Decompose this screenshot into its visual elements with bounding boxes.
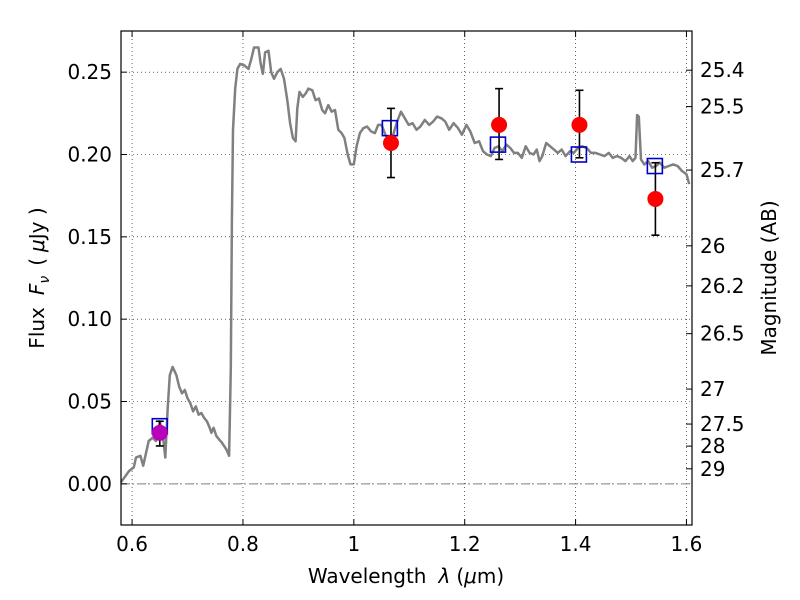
model-photometry-square bbox=[489, 136, 507, 153]
y-tick-label: 0.20 bbox=[67, 143, 112, 167]
observed-photometry-point bbox=[491, 116, 508, 133]
magnitude-tick-label: 25.7 bbox=[700, 158, 745, 182]
y-tick-label: 0.10 bbox=[67, 307, 112, 331]
magnitude-tick-label: 26.5 bbox=[700, 322, 745, 346]
magnitude-axis-label: Magnitude (AB) bbox=[757, 200, 781, 355]
model-photometry-square bbox=[570, 146, 588, 163]
observed-photometry-points bbox=[151, 116, 664, 441]
magnitude-tick-label: 25.5 bbox=[700, 95, 745, 119]
x-tick-label: 0.6 bbox=[116, 532, 148, 556]
observed-photometry-point bbox=[151, 424, 168, 441]
y-tick-label: 0.00 bbox=[67, 472, 112, 496]
magnitude-tick-label: 29 bbox=[700, 457, 725, 481]
x-tick-label: 1.4 bbox=[560, 532, 592, 556]
y-tick-label: 0.25 bbox=[67, 60, 112, 84]
x-axis-ticks: 0.6 0.8 1 1.2 1.4 1.6 bbox=[116, 31, 702, 556]
magnitude-tick-label: 27.5 bbox=[700, 412, 745, 436]
model-photometry-square bbox=[646, 157, 664, 175]
x-tick-label: 1 bbox=[347, 532, 360, 556]
x-tick-label: 1.6 bbox=[671, 532, 703, 556]
y-axis-ticks: 0.00 0.05 0.10 0.15 0.20 0.25 bbox=[67, 60, 127, 496]
y-tick-label: 0.05 bbox=[67, 390, 112, 414]
x-tick-label: 0.8 bbox=[227, 532, 259, 556]
magnitude-tick-label: 28 bbox=[700, 434, 725, 458]
y-axis-label: FluxFν(μJy ) bbox=[25, 207, 53, 348]
plot-area bbox=[121, 31, 692, 525]
magnitude-tick-label: 27 bbox=[700, 377, 725, 401]
magnitude-tick-label: 26 bbox=[700, 234, 725, 258]
observed-photometry-point bbox=[571, 116, 588, 133]
y-tick-label: 0.15 bbox=[67, 225, 112, 249]
magnitude-tick-label: 25.4 bbox=[700, 58, 745, 82]
observed-photometry-point bbox=[647, 190, 664, 207]
x-tick-label: 1.2 bbox=[449, 532, 481, 556]
observed-photometry-point bbox=[382, 134, 399, 151]
magnitude-tick-label: 26.2 bbox=[700, 274, 745, 298]
x-axis-label: Wavelength λ (μm) bbox=[308, 564, 504, 588]
axes-frame bbox=[120, 30, 693, 526]
